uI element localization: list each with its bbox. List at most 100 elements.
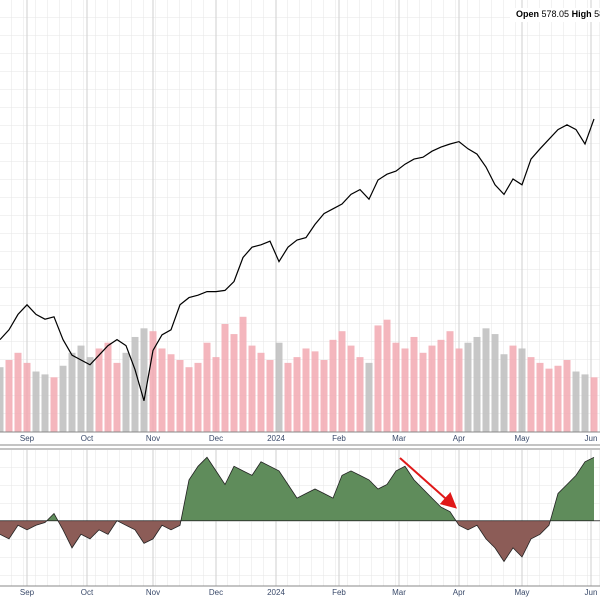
high-value: 58 [594,9,600,19]
volume-bar [410,336,418,432]
volume-bar [68,352,76,432]
volume-bar [194,362,202,432]
volume-bar [221,324,229,432]
volume-bar [95,348,103,432]
x-tick-label: Feb [332,588,346,597]
volume-bar [122,352,130,432]
volume-bar [392,342,400,432]
volume-bar [590,377,598,432]
volume-bar [329,339,337,432]
x-tick-label: 2024 [267,588,285,597]
volume-bar [545,368,553,432]
volume-bar [59,365,67,432]
volume-bar [284,362,292,432]
volume-bar [0,367,4,432]
volume-bar [527,357,535,432]
x-tick-label: Apr [453,588,466,597]
area-positive [0,457,594,521]
volume-bar [356,357,364,432]
x-tick-label: Feb [332,434,346,443]
indicator-line [0,456,595,563]
x-tick-label: Mar [392,434,406,443]
volume-bar [131,336,139,432]
volume-bar [518,348,526,432]
x-tick-label: Jun [585,588,598,597]
volume-bar [77,345,85,432]
volume-bar [311,351,319,432]
x-tick-label: Apr [453,434,466,443]
volume-bar [293,357,301,432]
x-tick-label: Sep [20,434,35,443]
header-bg [510,8,600,22]
indicator-panel: Sep Oct Nov Dec 2024 Feb Mar Apr May Jun [0,450,600,597]
volume-bar [446,331,454,432]
x-tick-label: 2024 [267,434,285,443]
area-negative [0,520,594,562]
x-tick-label: Mar [392,588,406,597]
volume-bar [509,345,517,432]
volume-bar [41,374,49,432]
x-tick-label: Sep [20,588,35,597]
volume-bar [248,345,256,432]
volume-bar [500,354,508,432]
volume-bar [365,362,373,432]
volume-bar [167,354,175,432]
x-tick-label: Dec [209,434,223,443]
price-line [0,118,595,401]
annotation-arrow [399,457,457,509]
volume-bar [257,352,265,432]
volume-bar [563,360,571,432]
x-tick-label: Oct [81,434,94,443]
volume-bar [419,352,427,432]
volume-bar [176,360,184,432]
volume-bar [212,357,220,432]
volume-bar [230,334,238,432]
volume-bar [401,348,409,432]
volume-bar [50,377,58,432]
volume-bar [23,362,31,432]
volume-bar [149,331,157,432]
volume-bar [320,360,328,432]
volume-bar [536,362,544,432]
volume-bar [32,371,40,432]
volume-bar [185,367,193,432]
x-tick-label: May [514,588,529,597]
volume-bar [581,374,589,432]
x-tick-label: Oct [81,588,94,597]
x-tick-label: Nov [146,588,160,597]
volume-bar [347,345,355,432]
open-value: 578.05 [542,9,570,19]
volume-bar [383,319,391,432]
price-panel: Sep Oct Nov Dec 2024 Feb Mar Apr May Jun [0,0,598,443]
volume-bar [86,357,94,432]
volume-bar [203,342,211,432]
volume-bar [5,360,13,432]
volume-bar [374,325,382,432]
volume-bar [554,365,562,432]
volume-bar [14,352,22,432]
volume-bar [473,336,481,432]
volume-bar [104,342,112,432]
open-label: Open [516,9,539,19]
high-label: High [572,9,592,19]
volume-bar [338,331,346,432]
volume-bar [482,328,490,432]
volume-bar [113,362,121,432]
x-tick-label: Jun [585,434,598,443]
x-tick-label: Dec [209,588,223,597]
volume-bar [158,348,166,432]
volume-bar [266,360,274,432]
volume-bar [491,334,499,432]
volume-bar [428,345,436,432]
volume-bar [140,328,148,432]
volume-bar [275,342,283,432]
header: Open 578.05 High 58 [516,9,600,19]
volume-bar [464,342,472,432]
volume-bar [572,371,580,432]
x-tick-label: Nov [146,434,160,443]
volume-bar [437,339,445,432]
volume-bar [302,348,310,432]
volume-bar [239,316,247,432]
